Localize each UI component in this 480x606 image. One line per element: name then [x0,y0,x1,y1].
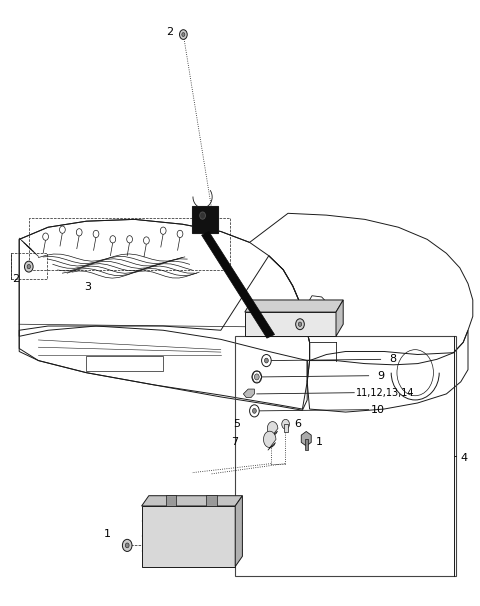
Text: 2: 2 [12,274,19,284]
Text: 1: 1 [103,530,110,539]
Circle shape [298,322,302,327]
Circle shape [282,419,289,429]
Circle shape [76,228,82,236]
Circle shape [262,355,271,367]
Text: 7: 7 [231,438,239,447]
Circle shape [122,539,132,551]
Text: 6: 6 [294,419,301,429]
Circle shape [43,233,48,241]
Circle shape [254,374,259,380]
Bar [29,218,230,270]
Polygon shape [202,231,275,338]
Bar [305,439,308,450]
Polygon shape [301,431,311,446]
Circle shape [127,236,132,243]
Polygon shape [245,312,336,336]
Bar [11,253,47,279]
Circle shape [110,236,116,243]
Circle shape [296,319,304,330]
Polygon shape [142,506,235,567]
Circle shape [252,408,256,413]
Polygon shape [245,300,343,312]
Circle shape [60,226,65,233]
Text: 8: 8 [389,355,396,364]
FancyBboxPatch shape [192,206,218,233]
Bar [166,495,176,506]
Text: 3: 3 [84,282,91,291]
Bar [284,424,288,432]
Bar [235,336,456,576]
Text: 5: 5 [233,419,240,429]
Polygon shape [235,496,242,567]
Circle shape [24,261,33,272]
Circle shape [160,227,166,235]
Bar [206,495,217,506]
Circle shape [177,230,183,238]
Circle shape [144,237,149,244]
Polygon shape [336,300,343,336]
Polygon shape [142,496,242,506]
Text: 10: 10 [371,405,384,415]
Circle shape [250,405,259,417]
Text: 2: 2 [166,27,173,37]
Circle shape [93,230,99,238]
Circle shape [27,264,31,269]
Text: 1: 1 [316,438,323,447]
Circle shape [182,33,185,36]
Circle shape [252,371,262,383]
Circle shape [200,212,205,219]
Circle shape [180,30,187,39]
Circle shape [264,358,268,363]
Text: 9: 9 [377,371,384,381]
Polygon shape [267,422,278,437]
Polygon shape [264,431,276,450]
Circle shape [125,543,129,548]
Bar [86,356,163,371]
Polygon shape [243,389,254,398]
Text: 4: 4 [461,453,468,462]
Text: 11,12,13,14: 11,12,13,14 [356,388,415,398]
